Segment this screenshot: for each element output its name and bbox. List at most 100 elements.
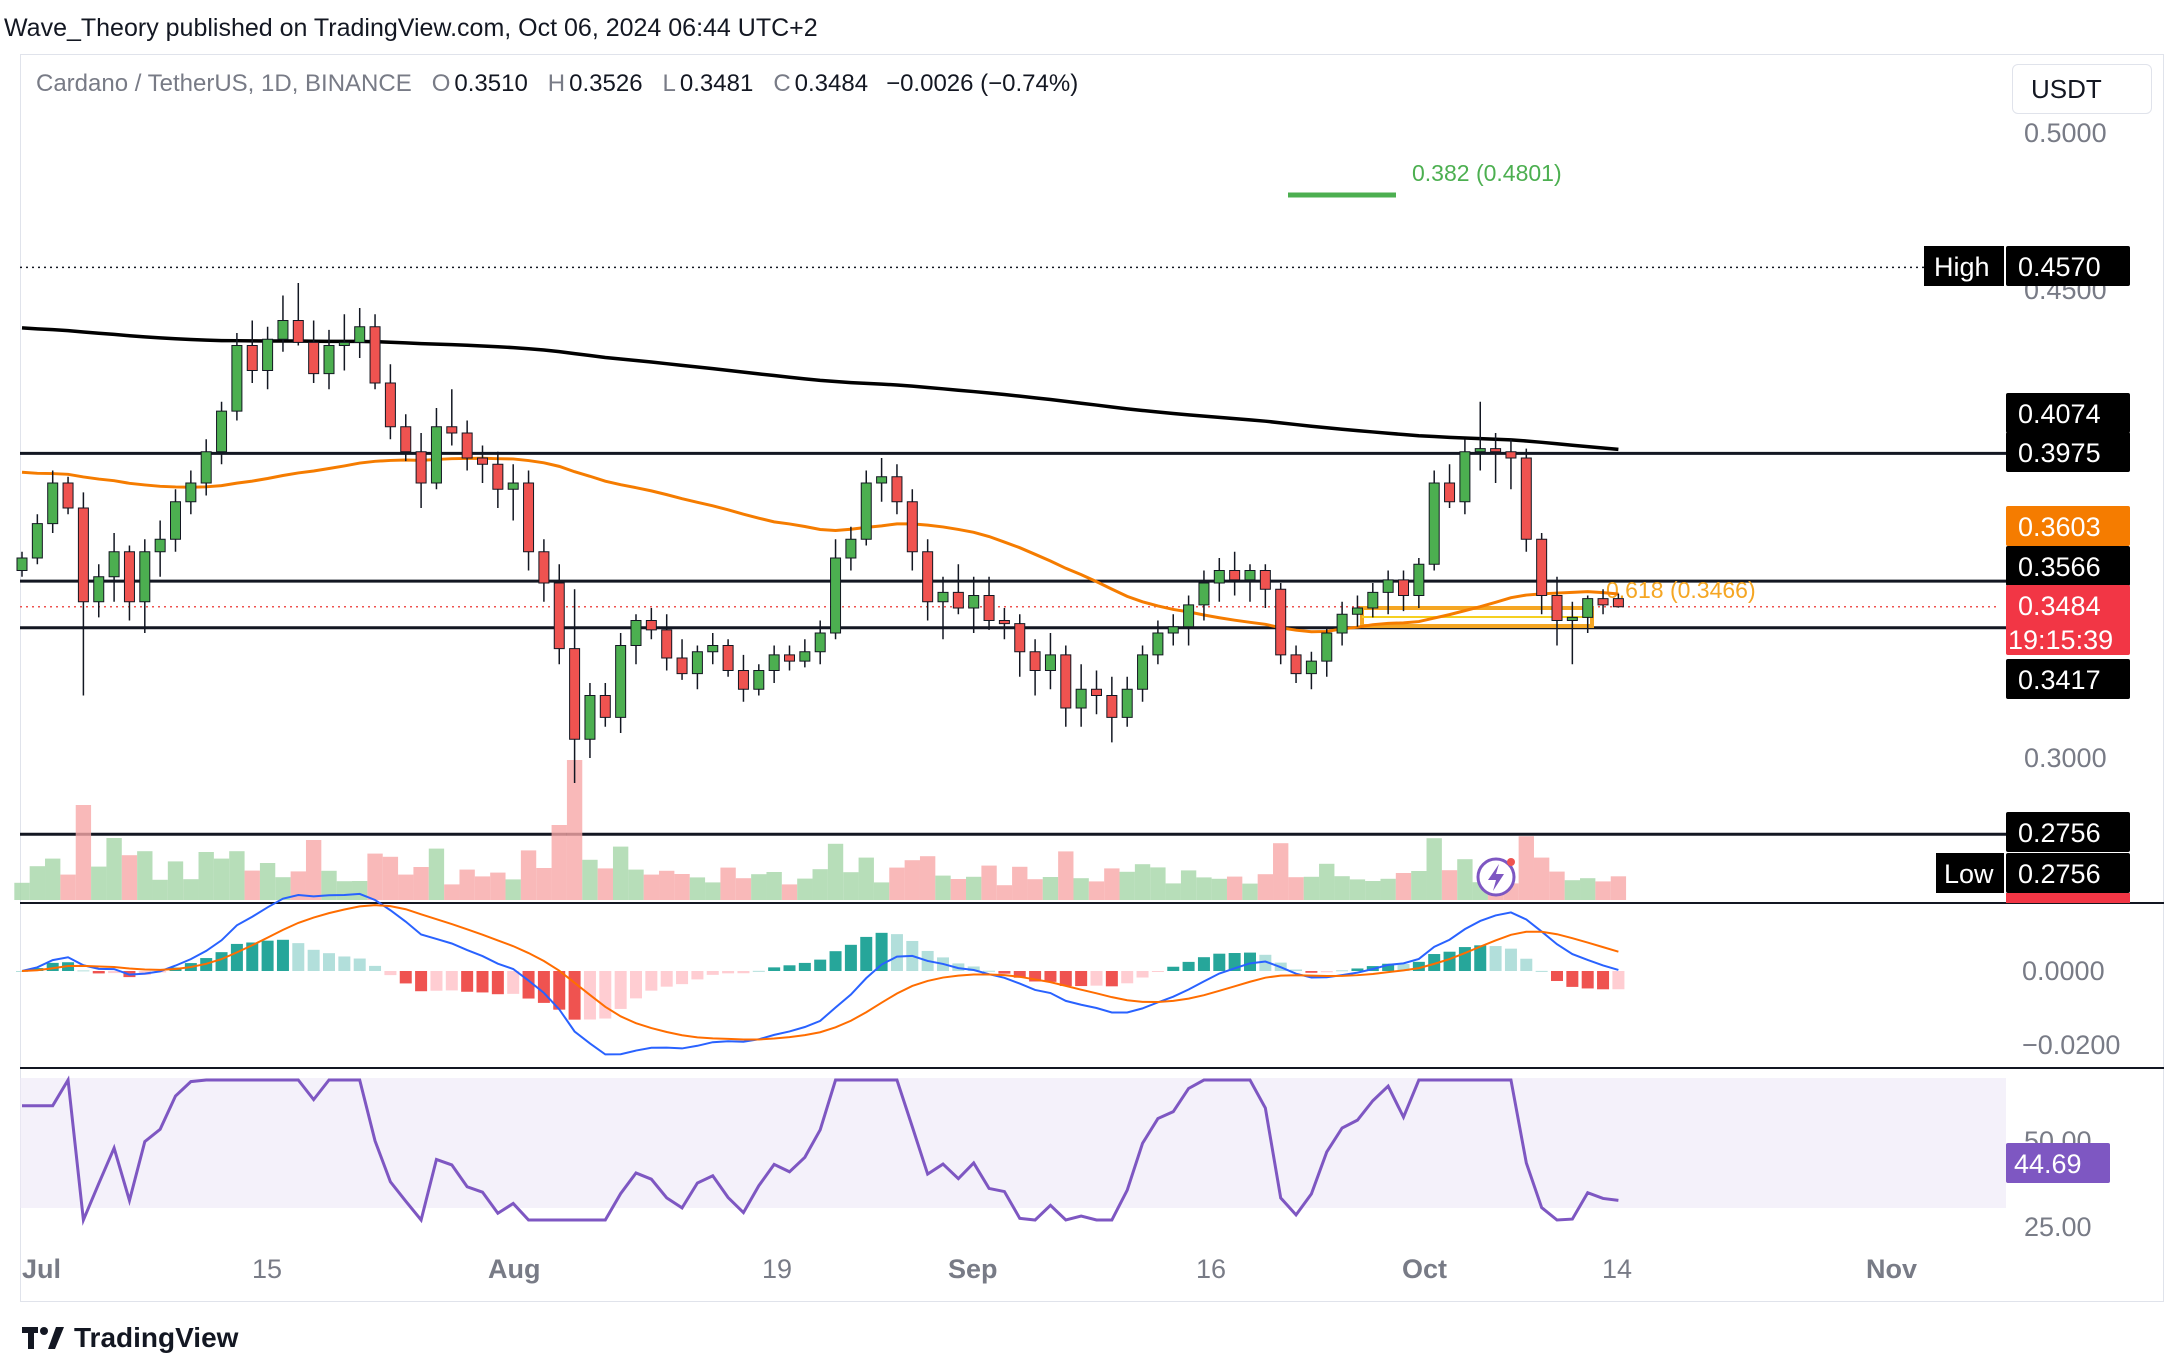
- symbol-name[interactable]: Cardano / TetherUS, 1D, BINANCE: [36, 70, 412, 97]
- candle-body-69: [1075, 688, 1087, 709]
- macd-hist-6: [108, 971, 121, 974]
- candle-30: [477, 445, 488, 483]
- candle-body-56: [876, 476, 888, 484]
- candle-59: [922, 539, 934, 621]
- volume-bar-1: [29, 866, 46, 900]
- candle-69: [1075, 664, 1087, 727]
- macd-tick-1: −0.0200: [2022, 1030, 2120, 1060]
- volume-bar-101: [1564, 880, 1581, 900]
- volume-bar-23: [367, 853, 383, 900]
- macd-hist-97: [1504, 948, 1517, 971]
- volume-bar-8: [137, 851, 153, 900]
- candle-67: [1044, 633, 1056, 690]
- candle-61: [952, 564, 964, 615]
- volume-bar-80: [1242, 883, 1258, 900]
- macd-hist-25: [399, 971, 412, 984]
- volume-bar-10: [167, 861, 184, 900]
- candle-88: [1367, 583, 1379, 618]
- low-value: 0.3481: [679, 70, 754, 97]
- candle-body-63: [983, 595, 995, 621]
- macd-hist-89: [1382, 963, 1395, 971]
- macd-hist-73: [1136, 971, 1149, 978]
- price-tag-value-1: 0.4074: [2018, 399, 2101, 429]
- candle-body-55: [860, 482, 872, 540]
- candle-68: [1060, 645, 1072, 727]
- candle-body-24: [384, 382, 396, 428]
- candle-27: [430, 408, 442, 490]
- time-tick-0: Jul: [22, 1254, 61, 1284]
- candle-body-10: [170, 501, 181, 540]
- macd-line: [21, 892, 1619, 1056]
- volume-bar-60: [935, 875, 951, 900]
- volume-bar-50: [781, 884, 798, 900]
- macd-hist-98: [1520, 958, 1533, 971]
- candle-16: [262, 326, 274, 390]
- footer-brand[interactable]: TradingView: [22, 1322, 238, 1354]
- volume-bar-61: [950, 879, 967, 900]
- volume-bar-47: [735, 878, 752, 900]
- macd-hist-94: [1458, 947, 1471, 971]
- candle-body-93: [1444, 482, 1456, 503]
- macd-hist-86: [1336, 970, 1349, 972]
- candle-body-102: [1582, 598, 1594, 618]
- candle-51: [799, 639, 811, 668]
- candle-78: [1213, 558, 1225, 602]
- candle-body-59: [922, 551, 934, 603]
- candle-body-60: [937, 591, 949, 603]
- candle-body-79: [1229, 570, 1241, 581]
- candle-1: [31, 514, 43, 565]
- volume-bar-28: [444, 884, 460, 900]
- candle-49: [768, 645, 780, 683]
- macd-hist-83: [1290, 969, 1303, 971]
- volume-bar-38: [597, 868, 613, 900]
- price-tag-value-5: 0.3484: [2018, 591, 2101, 621]
- change-value: −0.0026 (−0.74%): [886, 70, 1079, 97]
- macd-hist-47: [737, 971, 750, 974]
- candle-body-2: [47, 482, 59, 525]
- currency-button[interactable]: USDT: [2012, 64, 2152, 114]
- candle-body-46: [722, 645, 734, 671]
- macd-hist-92: [1428, 954, 1441, 971]
- candle-18: [292, 283, 304, 346]
- macd-hist-16: [261, 940, 274, 971]
- candle-37: [584, 683, 596, 758]
- price-tag-bg-1: [2006, 393, 2130, 433]
- candle-90: [1398, 570, 1409, 612]
- candle-body-45: [707, 645, 719, 653]
- candle-body-34: [538, 551, 550, 584]
- macd-hist-36: [568, 971, 581, 1020]
- volume-bar-27: [428, 848, 445, 900]
- price-tag-1: 0.4074: [2006, 393, 2130, 433]
- price-tag-value-8: 0.2756: [2018, 859, 2101, 889]
- candle-36: [569, 589, 581, 783]
- time-tick-4: Sep: [948, 1254, 998, 1284]
- candle-body-44: [691, 651, 703, 675]
- candle-body-57: [891, 476, 903, 503]
- candle-body-3: [62, 482, 74, 509]
- macd-hist-45: [706, 971, 719, 975]
- volume-bar-37: [582, 859, 598, 900]
- candle-body-100: [1551, 595, 1563, 621]
- alert-bolt-glyph: [1488, 864, 1504, 891]
- macd-hist-32: [507, 971, 520, 994]
- volume-bar-53: [827, 843, 844, 900]
- candle-85: [1321, 626, 1333, 677]
- macd-hist-40: [630, 971, 642, 999]
- price-tag-2: 0.3975: [2006, 432, 2130, 472]
- macd-hist-4: [77, 970, 90, 972]
- fib-0618-label: 0.618 (0.3466): [1606, 577, 1756, 603]
- volume-bar-11: [183, 879, 199, 900]
- macd-hist-29: [461, 971, 474, 992]
- candle-64: [998, 608, 1010, 640]
- macd-hist-77: [1197, 957, 1210, 971]
- candle-83: [1290, 645, 1302, 683]
- macd-hist-24: [384, 971, 397, 976]
- candle-54: [845, 526, 857, 571]
- candle-91: [1413, 558, 1425, 608]
- alert-dot-icon: [1507, 858, 1515, 866]
- volume-bar-77: [1196, 877, 1212, 900]
- candle-97: [1505, 439, 1517, 490]
- macd-hist-44: [691, 971, 704, 980]
- macd-hist-96: [1489, 946, 1502, 971]
